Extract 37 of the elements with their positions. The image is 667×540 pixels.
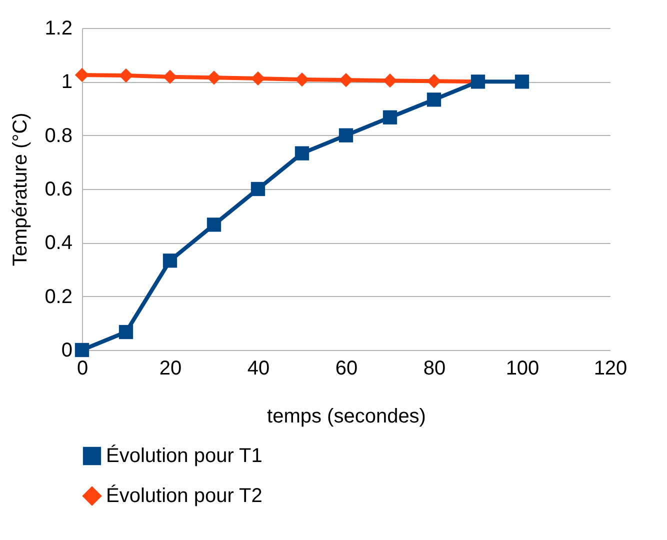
- point: [206, 70, 222, 85]
- point: [294, 72, 310, 87]
- point: [74, 342, 90, 358]
- point: [514, 74, 530, 89]
- y-tick-label: 0.8: [44, 124, 72, 147]
- point: [426, 74, 442, 88]
- point: [118, 324, 134, 340]
- point: [294, 146, 310, 160]
- legend-label: Évolution pour T1: [106, 444, 262, 467]
- point: [426, 92, 442, 107]
- x-tick-label: 0: [76, 358, 88, 380]
- y-tick-label: 1.2: [44, 18, 72, 40]
- x-tick-label: 120: [594, 358, 628, 380]
- point: [338, 72, 354, 88]
- y-tick-label: 0.2: [44, 286, 72, 308]
- point: [250, 71, 266, 86]
- point: [118, 68, 134, 83]
- point: [382, 74, 398, 88]
- x-tick-label: 40: [247, 358, 270, 380]
- point: [338, 128, 354, 142]
- point: [162, 70, 178, 84]
- y-tick-label: 1: [61, 71, 72, 94]
- point: [206, 218, 222, 232]
- point: [250, 182, 266, 196]
- x-tick-label: 60: [335, 358, 358, 380]
- point: [74, 68, 90, 82]
- point: [162, 254, 178, 268]
- x-tick-label: 20: [159, 358, 182, 380]
- x-tick-label: 80: [423, 358, 446, 380]
- y-tick-label: 0.4: [44, 232, 72, 254]
- legend-label: Évolution pour T2: [106, 484, 262, 507]
- x-axis-title: temps (secondes): [267, 406, 426, 428]
- y-tick-label: 0.6: [44, 178, 72, 200]
- y-tick-label: 0: [61, 340, 72, 362]
- y-axis-title: Température (°C): [10, 112, 32, 266]
- point: [382, 110, 398, 124]
- x-tick-label: 100: [506, 358, 540, 380]
